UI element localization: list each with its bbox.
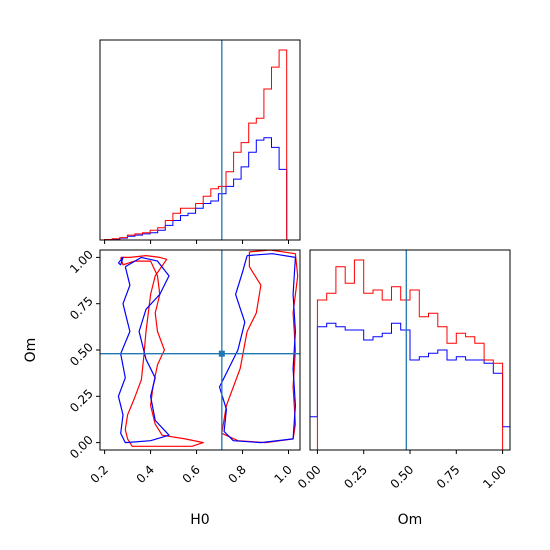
h0-hist-frame <box>99 39 301 241</box>
om-axis-tick-label: 0.00 <box>67 433 96 462</box>
om-hist-blue-series <box>309 322 511 450</box>
om-hist-red-series <box>310 259 510 451</box>
contour-blue-3 <box>218 253 296 444</box>
truth-marker <box>218 350 225 357</box>
contour-group <box>117 250 299 447</box>
h0-hist-blue-series <box>104 137 295 241</box>
h0-axis-tick-label: 0.8 <box>226 463 249 486</box>
om-hist-axis-tick-label: 1.00 <box>480 463 509 492</box>
contour-red-0 <box>120 255 204 447</box>
h0-om-contour-panel: 0.2 0.4 0.6 0.8 1.0 0.00 0.25 0.50 0.75 1.00 <box>67 248 301 486</box>
h0-axis-tick-label: 0.4 <box>134 463 157 486</box>
om-axis-tick-label: 1.00 <box>67 248 96 277</box>
contour-red-1 <box>221 250 299 444</box>
x-axis-label-om: Om <box>398 512 423 528</box>
contour-blue-4 <box>117 256 124 266</box>
om-hist-axis-tick-label: 0.25 <box>341 463 370 492</box>
y-axis-label-om: Om <box>23 338 39 363</box>
om-hist-axis-tick-label: 0.75 <box>434 463 463 492</box>
contour-blue-2 <box>117 256 170 444</box>
h0-axis-tick-label: 0.2 <box>88 463 111 486</box>
contour-frame <box>99 249 301 451</box>
om-axis-tick-label: 0.75 <box>67 294 96 323</box>
om-histogram-panel: 0.00 0.25 0.50 0.75 1.00 <box>295 249 511 492</box>
x-axis-label-h0: H0 <box>190 512 209 528</box>
om-hist-axis-tick-label: 0.00 <box>295 463 324 492</box>
h0-axis-tick-label: 0.6 <box>180 463 203 486</box>
om-axis-tick-label: 0.25 <box>67 386 96 415</box>
h0-axis-tick-label: 1.0 <box>272 463 295 486</box>
h0-histogram-panel <box>99 39 301 244</box>
axis-labels: H0 Om Om <box>23 338 422 528</box>
om-axis-tick-label: 0.50 <box>67 340 96 369</box>
om-hist-axis-tick-label: 0.50 <box>388 463 417 492</box>
h0-hist-red-series <box>104 49 295 241</box>
